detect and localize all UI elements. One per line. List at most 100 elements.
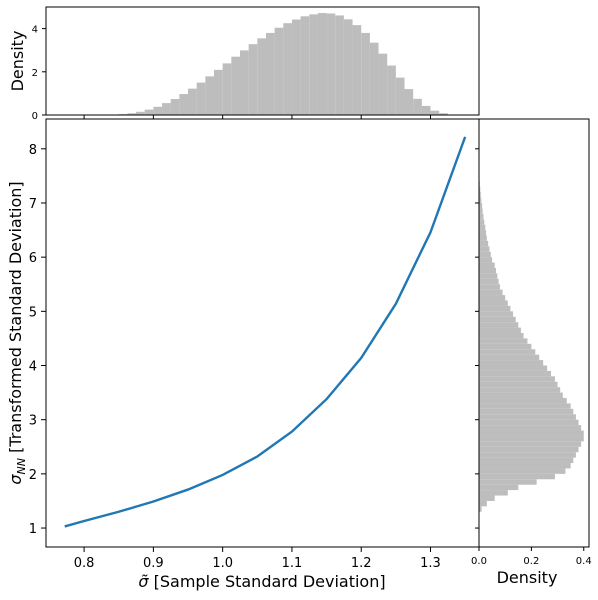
right-histogram-bar xyxy=(479,208,483,214)
right-x-tick-label: 0.4 xyxy=(576,556,592,567)
top-histogram-bar xyxy=(222,63,232,115)
top-histogram-bar xyxy=(439,113,448,115)
main-y-tick-label: 4 xyxy=(29,360,37,375)
main-x-tick-label: 1.2 xyxy=(351,556,372,571)
top-density-histogram: 0 2 4 Density xyxy=(8,6,480,122)
right-histogram-bar xyxy=(479,387,561,393)
right-histogram-bar xyxy=(479,365,548,371)
right-histogram-bar xyxy=(479,246,490,252)
right-density-histogram: 0.0 0.2 0.4 Density xyxy=(471,118,592,587)
right-histogram-bar xyxy=(479,435,584,442)
top-histogram-bar xyxy=(369,42,379,115)
main-ylabel: σNN [Transformed Standard Deviation] xyxy=(6,181,28,484)
top-histogram-bar xyxy=(231,56,240,115)
right-histogram-bar xyxy=(479,311,514,317)
right-histogram-bar xyxy=(479,381,558,388)
main-y-tick-label: 7 xyxy=(29,197,37,212)
main-xlabel-text: [Sample Standard Deviation] xyxy=(149,572,386,591)
right-histogram-bar xyxy=(479,235,487,241)
right-histogram-bar xyxy=(479,490,508,496)
top-histogram-bar xyxy=(265,32,275,115)
right-histogram-bar xyxy=(479,278,499,285)
right-x-tick-label: 0.0 xyxy=(471,556,487,567)
right-xlabel: Density xyxy=(497,568,558,587)
right-histogram-bar xyxy=(479,419,579,426)
right-histogram-bar xyxy=(479,360,544,366)
right-histogram-bar xyxy=(479,343,532,350)
main-x-tick-label: 1.3 xyxy=(420,556,441,571)
main-y-tick-label: 5 xyxy=(29,305,37,320)
right-histogram-bar xyxy=(479,219,485,225)
right-histogram-bar xyxy=(479,186,481,193)
top-histogram-bar xyxy=(430,110,440,115)
right-histogram-bar xyxy=(479,403,571,409)
main-y-tick-label: 2 xyxy=(29,468,37,483)
top-y-tick-label: 0 xyxy=(32,111,38,122)
top-histogram-bar xyxy=(144,109,154,115)
right-histogram-bar xyxy=(479,473,555,480)
right-histogram-bar xyxy=(479,273,498,279)
top-histogram-bar xyxy=(188,88,197,115)
top-y-tick-label: 4 xyxy=(32,25,38,36)
top-histogram-bar xyxy=(153,106,163,115)
right-histogram-bar xyxy=(479,257,493,263)
right-histogram-bar xyxy=(479,479,537,485)
top-histogram-bar xyxy=(127,113,137,115)
top-histogram-bar xyxy=(317,13,327,115)
main-y-tick-label: 3 xyxy=(29,414,37,429)
right-histogram-bar xyxy=(479,392,563,399)
top-histogram-bar xyxy=(421,105,431,115)
right-histogram-bar xyxy=(479,441,582,447)
top-panel-frame xyxy=(45,6,480,116)
top-histogram-bar xyxy=(248,44,258,115)
right-histogram-bar xyxy=(479,354,540,361)
main-y-tick-label: 8 xyxy=(29,143,37,158)
top-histogram-bar xyxy=(404,89,414,115)
main-x-tick-label: 0.8 xyxy=(74,556,95,571)
right-histogram-bar xyxy=(479,197,482,203)
right-histogram-bar xyxy=(479,230,487,236)
right-histogram-bar xyxy=(479,284,500,290)
top-histogram-bar xyxy=(283,23,292,116)
right-histogram-bar xyxy=(479,398,567,404)
top-histogram-bar xyxy=(291,19,301,115)
right-histogram-bar xyxy=(479,327,521,333)
main-xlabel: σ̃ [Sample Standard Deviation] xyxy=(138,572,385,591)
right-histogram-bar xyxy=(479,414,576,420)
right-histogram-bar xyxy=(479,192,481,198)
top-histogram-bar xyxy=(205,76,215,115)
right-histogram-bar xyxy=(479,262,495,268)
top-histogram-bar xyxy=(179,94,189,115)
top-histogram-bar xyxy=(378,53,388,115)
top-y-tick-label: 2 xyxy=(32,68,38,79)
right-histogram-bar xyxy=(479,463,571,469)
top-histogram-bar xyxy=(257,38,266,115)
right-histogram-bar xyxy=(479,338,528,344)
right-histogram-bar xyxy=(479,316,516,323)
right-histogram-bar xyxy=(479,457,574,464)
top-histogram-bar xyxy=(352,25,362,116)
main-x-tick-label: 1.1 xyxy=(282,556,303,571)
right-histogram-bar xyxy=(479,202,483,209)
main-y-tick-label: 6 xyxy=(29,251,37,266)
right-histogram-bar xyxy=(479,349,536,355)
main-ylabel-text: [Transformed Standard Deviation] xyxy=(6,181,25,458)
main-y-tick-label: 1 xyxy=(29,522,37,537)
top-histogram-bar xyxy=(361,32,370,115)
right-histogram-bar xyxy=(479,267,497,274)
main-ylabel-subscript: NN xyxy=(15,458,28,474)
top-histogram-bar xyxy=(326,13,336,116)
top-histogram-bar xyxy=(214,69,223,115)
main-x-tick-label: 1.0 xyxy=(212,556,233,571)
right-x-tick-label: 0.2 xyxy=(523,556,539,567)
right-histogram-bar xyxy=(479,430,584,436)
main-x-tick-label: 0.9 xyxy=(143,556,164,571)
right-histogram-bar xyxy=(479,305,511,312)
top-histogram-bar xyxy=(343,19,353,116)
right-histogram-bar xyxy=(479,224,486,231)
main-plot: 0.8 0.9 1.0 1.1 1.2 1.3 1 2 3 4 5 6 7 8 σ̃ [Sample S… xyxy=(6,115,480,591)
top-histogram-bar xyxy=(395,77,405,115)
top-histogram-bar xyxy=(239,50,249,115)
top-histogram-bar xyxy=(162,103,171,115)
